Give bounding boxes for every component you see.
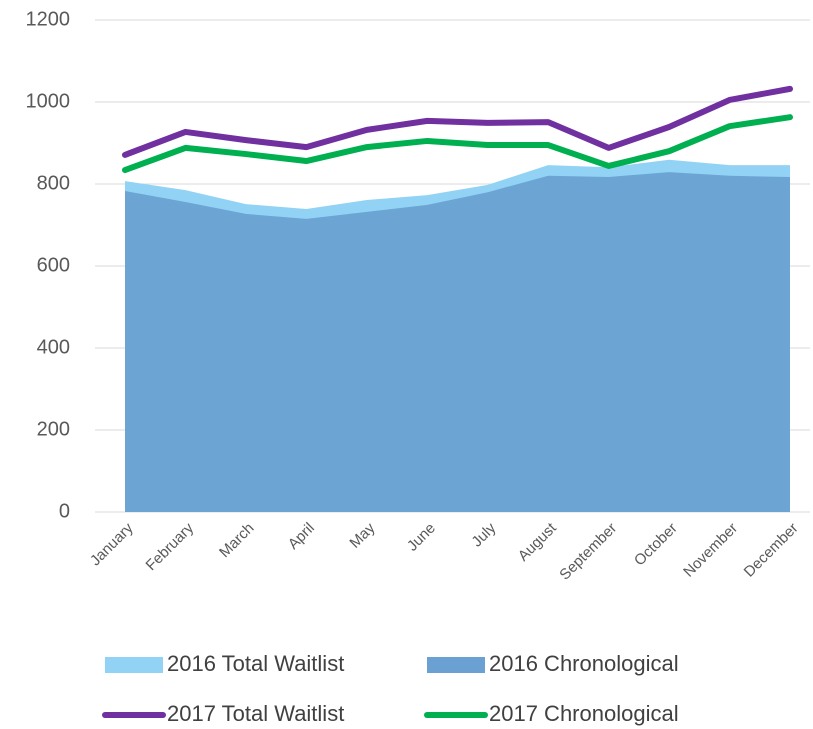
y-tick-label: 400 <box>37 336 70 358</box>
y-tick-label: 800 <box>37 172 70 194</box>
legend-label: 2016 Total Waitlist <box>167 651 344 676</box>
y-tick-label: 600 <box>37 254 70 276</box>
y-tick-label: 0 <box>59 500 70 522</box>
legend-label: 2016 Chronological <box>489 651 679 676</box>
y-tick-label: 200 <box>37 418 70 440</box>
y-tick-label: 1000 <box>26 90 71 112</box>
legend-swatch <box>105 657 163 673</box>
legend-swatch <box>427 657 485 673</box>
line <box>122 85 793 158</box>
y-tick-label: 1200 <box>26 8 71 30</box>
line <box>122 114 793 174</box>
legend-label: 2017 Total Waitlist <box>167 701 344 726</box>
legend-label: 2017 Chronological <box>489 701 679 726</box>
area <box>125 172 790 513</box>
